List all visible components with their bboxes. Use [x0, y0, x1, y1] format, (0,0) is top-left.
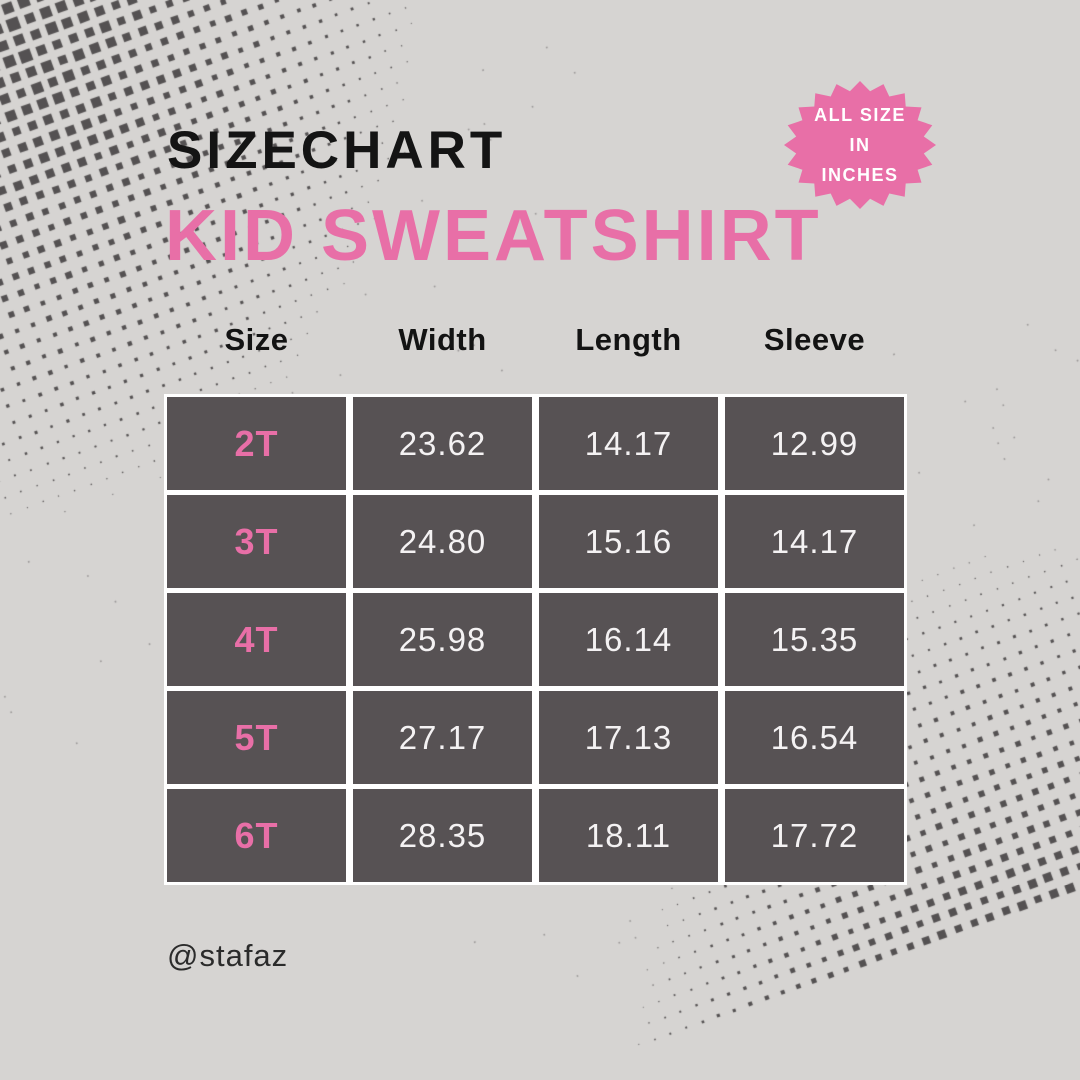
measurement-cell: 17.72 — [725, 789, 904, 882]
page-subtitle: KID SWEATSHIRT — [165, 196, 822, 276]
column-header-length: Length — [575, 322, 682, 357]
units-badge: ALL SIZE IN INCHES — [780, 65, 940, 225]
page-title: SIZECHART — [167, 121, 507, 180]
measurement-cell: 14.17 — [725, 495, 904, 588]
column-header-width: Width — [398, 322, 487, 357]
size-table: 2T 23.62 14.17 12.99 3T 24.80 15.16 14.17 4T 25.9… — [164, 394, 907, 885]
column-header-size: Size — [224, 322, 289, 357]
size-label-cell: 4T — [167, 593, 346, 686]
badge-line-1: ALL SIZE — [814, 105, 906, 125]
measurement-cell: 24.80 — [353, 495, 532, 588]
badge-line-2: IN — [849, 135, 871, 155]
social-handle: @stafaz — [167, 938, 289, 973]
badge-star — [784, 81, 936, 209]
size-label-cell: 6T — [167, 789, 346, 882]
measurement-cell: 27.17 — [353, 691, 532, 784]
column-header-sleeve: Sleeve — [763, 322, 866, 357]
measurement-cell: 15.16 — [539, 495, 718, 588]
measurement-cell: 17.13 — [539, 691, 718, 784]
badge-line-3: INCHES — [821, 165, 899, 185]
measurement-cell: 12.99 — [725, 397, 904, 490]
measurement-cell: 15.35 — [725, 593, 904, 686]
measurement-cell: 23.62 — [353, 397, 532, 490]
measurement-cell: 28.35 — [353, 789, 532, 882]
starburst-icon — [784, 81, 936, 209]
table-header-row: Size Width Length Sleeve — [164, 322, 907, 358]
size-label-cell: 2T — [167, 397, 346, 490]
measurement-cell: 16.54 — [725, 691, 904, 784]
size-label-cell: 5T — [167, 691, 346, 784]
size-label-cell: 3T — [167, 495, 346, 588]
measurement-cell: 14.17 — [539, 397, 718, 490]
measurement-cell: 16.14 — [539, 593, 718, 686]
units-badge-text: ALL SIZE IN INCHES — [814, 100, 906, 190]
measurement-cell: 25.98 — [353, 593, 532, 686]
measurement-cell: 18.11 — [539, 789, 718, 882]
